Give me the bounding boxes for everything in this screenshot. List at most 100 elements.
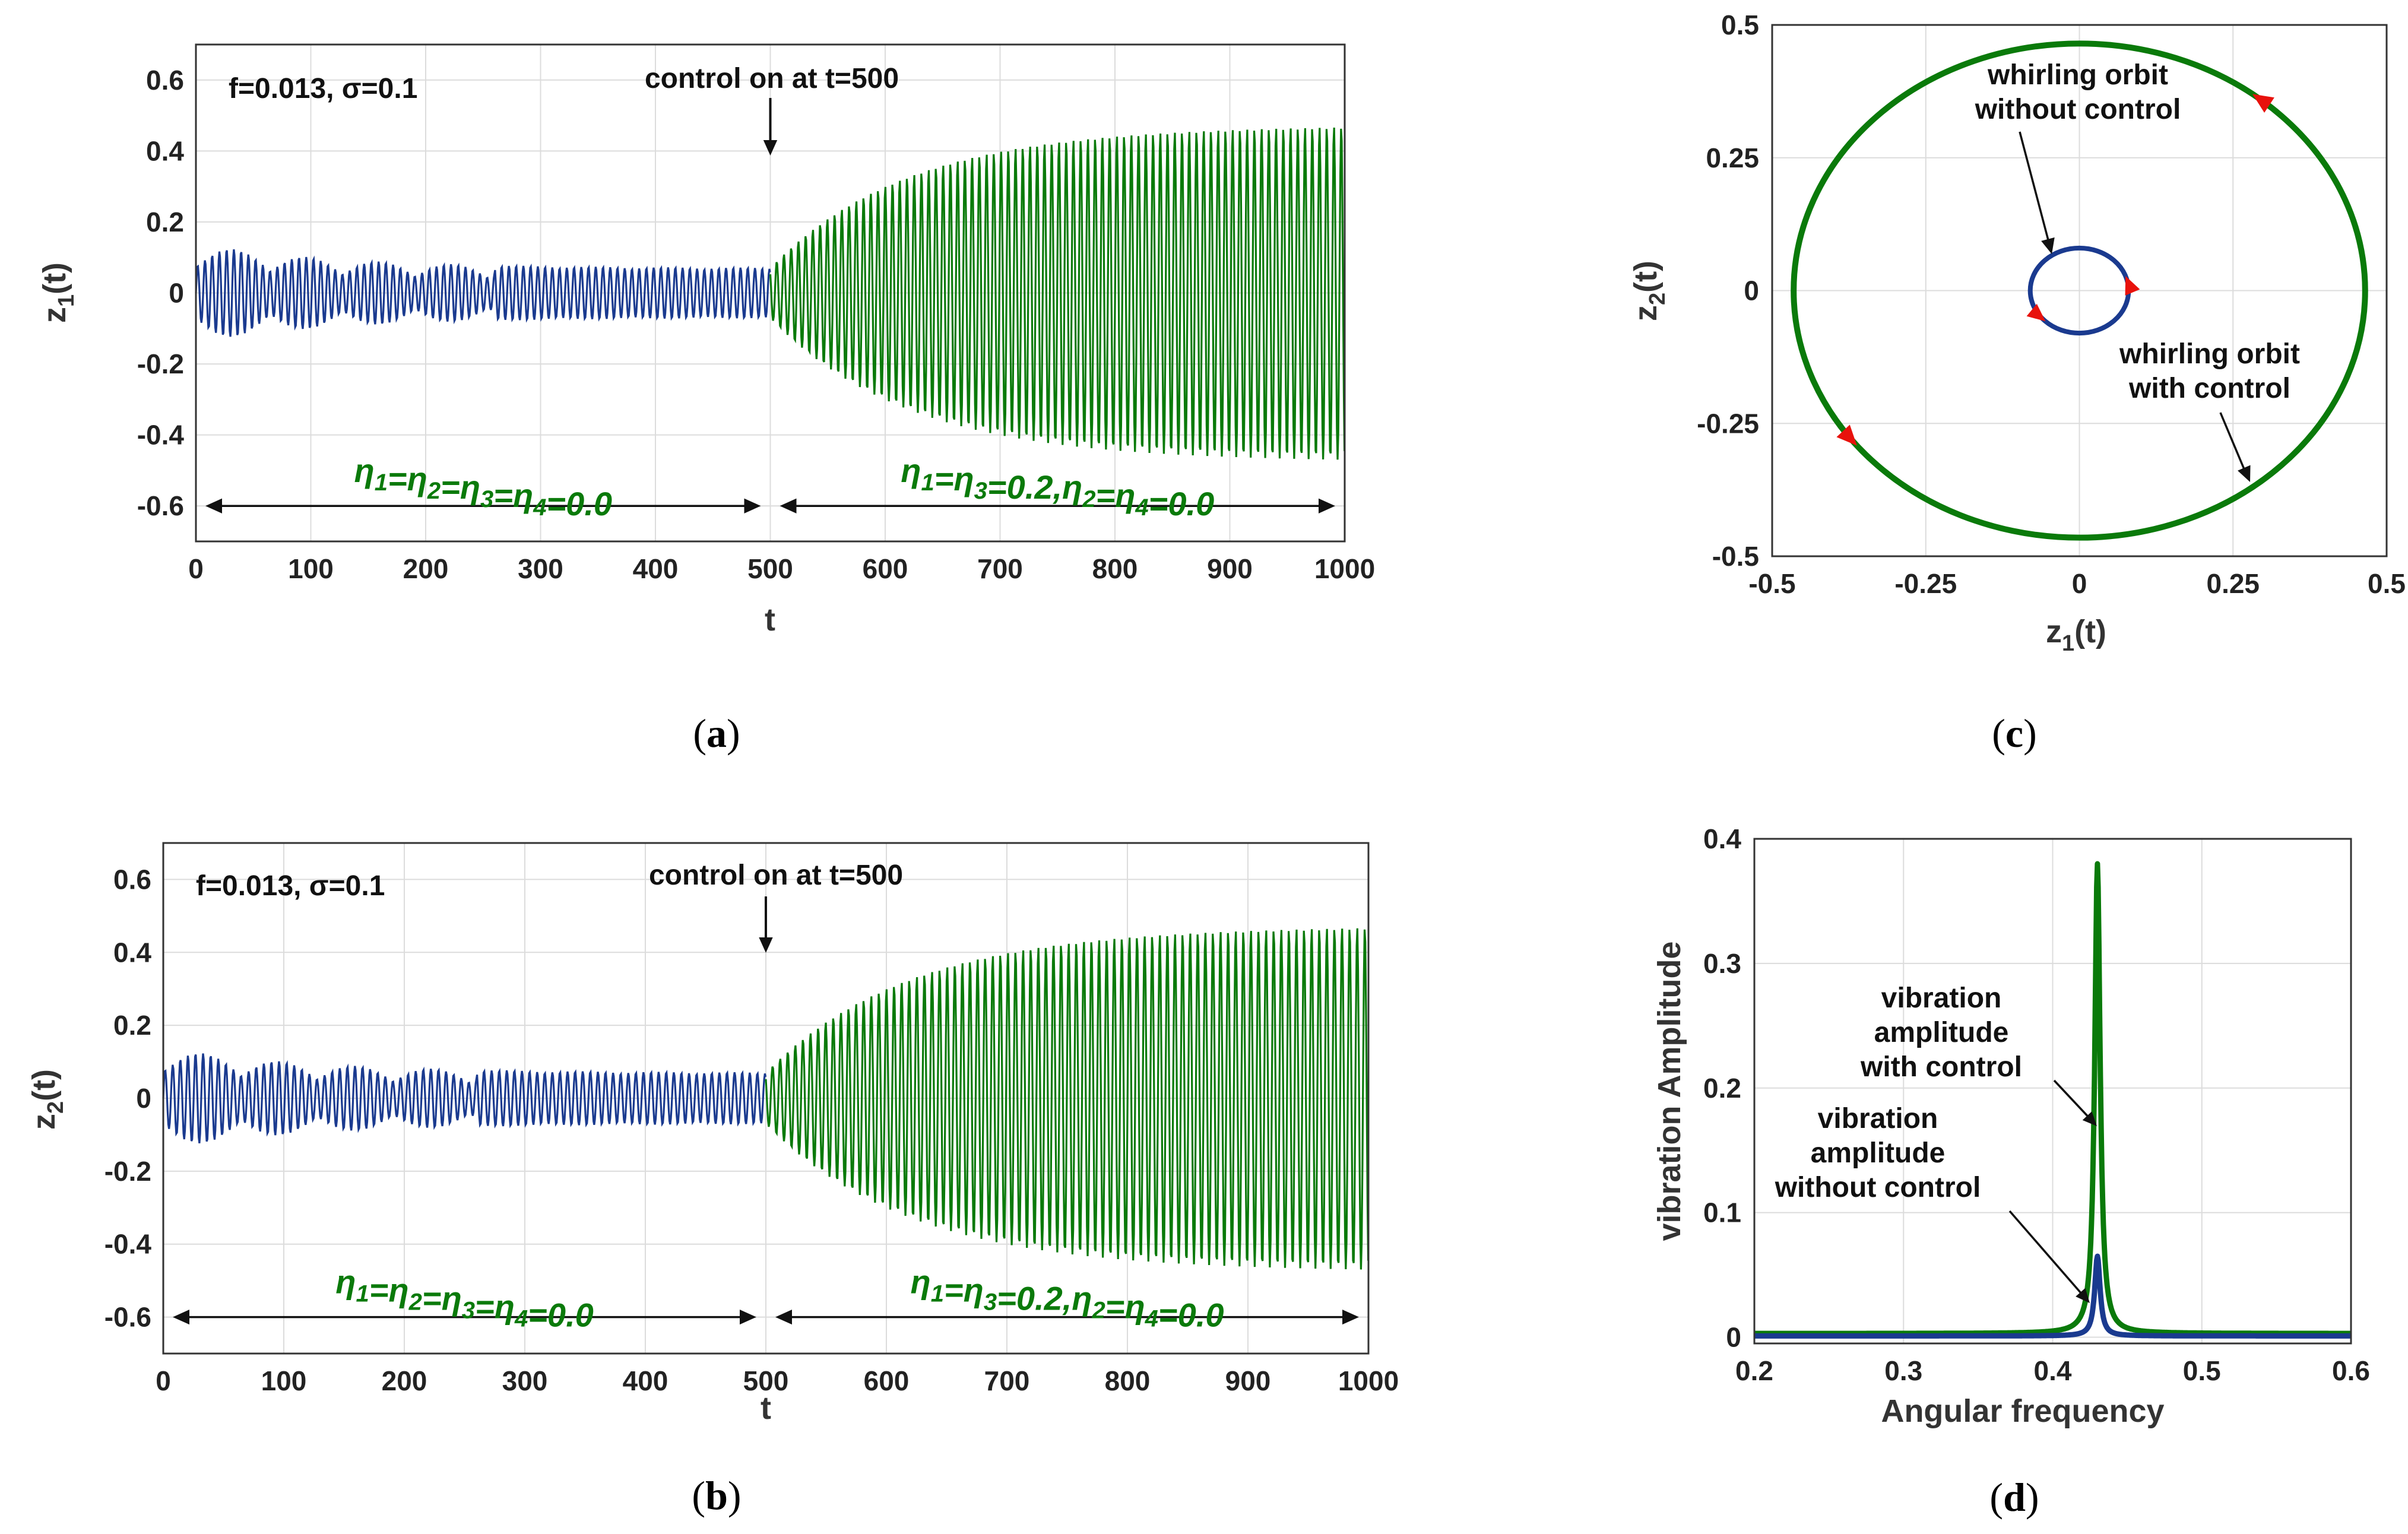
chart-c-annotation-arrow (2219, 412, 2247, 473)
chart-b-ytick-label: 0.4 (113, 937, 151, 968)
chart-a-series-without-control (195, 249, 771, 337)
chart-a-region-label: η1=η2=η3=η4=0.0 (354, 452, 612, 522)
chart-a-xtick-label: 500 (747, 553, 793, 584)
chart-c-direction-arrow (2125, 275, 2140, 296)
chart-a-xtick-label: 700 (977, 553, 1023, 584)
chart-a-region-arrowhead-left (205, 498, 222, 514)
chart-b-ytick-label: 0.2 (113, 1010, 151, 1041)
chart-b-ytick-label: -0.4 (104, 1229, 152, 1260)
chart-d-ytick-label: 0 (1726, 1322, 1741, 1353)
chart-c-ylabel: z2(t) (1628, 261, 1670, 321)
chart-c-xtick-label: 0.5 (2368, 568, 2406, 599)
chart-a-xtick-label: 1000 (1314, 553, 1375, 584)
chart-b-region-label: η1=η2=η3=η4=0.0 (335, 1263, 594, 1334)
chart-c: -0.5 -0.25 0 0.25 0.5 -0.5 -0.25 0 0.25 0.5 z2(t)… (1628, 9, 2406, 756)
chart-a-xtick-label: 300 (518, 553, 563, 584)
chart-c-direction-arrow (2026, 303, 2046, 322)
chart-d-annotation-arrow (2053, 1079, 2091, 1120)
chart-a-xtick-label: 0 (188, 553, 204, 584)
chart-a-xtick-label: 400 (633, 553, 679, 584)
chart-a-ytick-label: 0 (169, 278, 184, 309)
chart-a-control-arrowhead (763, 140, 778, 156)
chart-b-control-note: control on at t=500 (649, 860, 903, 891)
chart-b-xtick-label: 700 (984, 1365, 1030, 1396)
chart-d-annotation-without-control: amplitude (1811, 1137, 1946, 1169)
chart-b-xtick-label: 300 (502, 1365, 548, 1396)
chart-c-caption: (c) (1992, 711, 2037, 756)
chart-a-xtick-label: 200 (403, 553, 449, 584)
chart-d-annotation-arrow (2008, 1210, 2082, 1294)
chart-b: -0.6 -0.4 -0.2 0 0.2 0.4 0.6 0 100 200 300 400 500 60… (26, 842, 1399, 1518)
chart-b-xtick-label: 400 (623, 1365, 668, 1396)
chart-a-ytick-label: -0.2 (137, 348, 184, 379)
chart-a-ytick-label: 0.4 (146, 135, 184, 166)
chart-c-annotation-arrowhead (2041, 237, 2055, 254)
chart-c-xtick-label: -0.25 (1894, 568, 1957, 599)
chart-c-direction-arrow (2252, 94, 2274, 113)
chart-d-annotation-without-control: vibration (1818, 1103, 1938, 1134)
chart-a-ytick-label: 0.6 (146, 65, 184, 96)
chart-c-ytick-label: -0.25 (1697, 408, 1759, 439)
chart-b-xlabel: t (761, 1390, 771, 1426)
chart-d-xtick-label: 0.6 (2332, 1355, 2370, 1386)
chart-d-xtick-label: 0.3 (1884, 1355, 1922, 1386)
chart-b-xtick-label: 900 (1225, 1365, 1271, 1396)
chart-c-annotation-without-control: whirling orbit (1987, 59, 2168, 91)
chart-d-frame: 0 0.1 0.2 0.3 0.4 0.2 0.3 0.4 0.5 0.6 vibration A… (1652, 825, 2370, 1429)
chart-a-xtick-label: 900 (1207, 553, 1253, 584)
chart-d-series-without-control (1752, 1253, 2353, 1339)
chart-a-ytick-label: -0.6 (137, 490, 184, 521)
chart-b-xtick-label: 100 (261, 1365, 307, 1396)
chart-c-annotation-with-control: with control (2128, 373, 2290, 404)
chart-c-xtick-label: 0.25 (2206, 568, 2260, 599)
chart-a-region-label: η1=η3=0.2,η2=η4=0.0 (901, 452, 1214, 522)
chart-c-direction-arrow (1836, 424, 1857, 446)
chart-d-xtick-label: 0.5 (2183, 1355, 2221, 1386)
chart-a-region-arrowhead-left (780, 498, 797, 514)
chart-d-annotation-arrowhead (2076, 1288, 2090, 1303)
chart-b-region-label: η1=η3=0.2,η2=η4=0.0 (911, 1263, 1224, 1334)
chart-a-ylabel: z1(t) (37, 262, 79, 323)
chart-a-xtick-label: 100 (288, 553, 334, 584)
chart-a-region-arrowhead-right (744, 498, 761, 514)
chart-c-annotation-arrow (2019, 131, 2051, 245)
chart-b-xtick-label: 500 (743, 1365, 789, 1396)
chart-d-ytick-label: 0.1 (1703, 1197, 1741, 1228)
chart-b-series-with-control (765, 928, 1370, 1270)
chart-c-ytick-label: 0.25 (1706, 142, 1759, 173)
chart-b-ytick-label: 0.6 (113, 864, 151, 895)
chart-c-xtick-label: 0 (2072, 568, 2087, 599)
chart-a-ytick-label: 0.2 (146, 207, 184, 237)
chart-b-params: f=0.013, σ=0.1 (196, 870, 385, 902)
chart-c-xlabel: z1(t) (2046, 614, 2106, 656)
chart-b-control-arrowhead (759, 937, 773, 953)
chart-d-ytick-label: 0.2 (1703, 1073, 1741, 1104)
chart-d-annotation-arrowhead (2082, 1111, 2097, 1126)
chart-d-xlabel: Angular frequency (1881, 1393, 2164, 1429)
chart-b-xtick-label: 600 (864, 1365, 910, 1396)
chart-d-annotation-with-control: vibration (1881, 982, 2002, 1014)
chart-a-series-with-control (769, 127, 1346, 460)
chart-d-ylabel: vibration Amplitude (1652, 941, 1687, 1241)
chart-b-caption: (b) (692, 1473, 741, 1518)
chart-b-frame: -0.6 -0.4 -0.2 0 0.2 0.4 0.6 0 100 200 300 400 500 60… (26, 842, 1399, 1426)
chart-b-xtick-label: 800 (1105, 1365, 1151, 1396)
chart-c-xtick-label: -0.5 (1748, 568, 1795, 599)
chart-b-xtick-label: 200 (382, 1365, 427, 1396)
chart-a-frame: -0.6 -0.4 -0.2 0 0.2 0.4 0.6 0 100 200 300 400 500 60… (37, 43, 1375, 638)
chart-a-control-note: control on at t=500 (645, 63, 899, 94)
chart-d-annotation-with-control: with control (1860, 1051, 2022, 1083)
chart-b-region-arrowhead-left (775, 1309, 792, 1325)
chart-a-ytick-label: -0.4 (137, 420, 185, 451)
chart-c-ytick-label: 0.5 (1721, 9, 1759, 40)
chart-b-xtick-label: 1000 (1338, 1365, 1399, 1396)
chart-d-caption: (d) (1989, 1475, 2039, 1520)
chart-c-annotation-with-control: whirling orbit (2119, 338, 2300, 370)
chart-b-region-arrowhead-right (1342, 1309, 1359, 1325)
chart-b-region-arrowhead-right (740, 1309, 756, 1325)
chart-d-annotation-with-control: amplitude (1874, 1017, 2009, 1048)
chart-a-region-arrowhead-right (1319, 498, 1335, 514)
chart-b-ytick-label: -0.2 (104, 1156, 151, 1187)
chart-d-xtick-label: 0.4 (2034, 1355, 2072, 1386)
chart-c-ytick-label: -0.5 (1712, 541, 1759, 572)
